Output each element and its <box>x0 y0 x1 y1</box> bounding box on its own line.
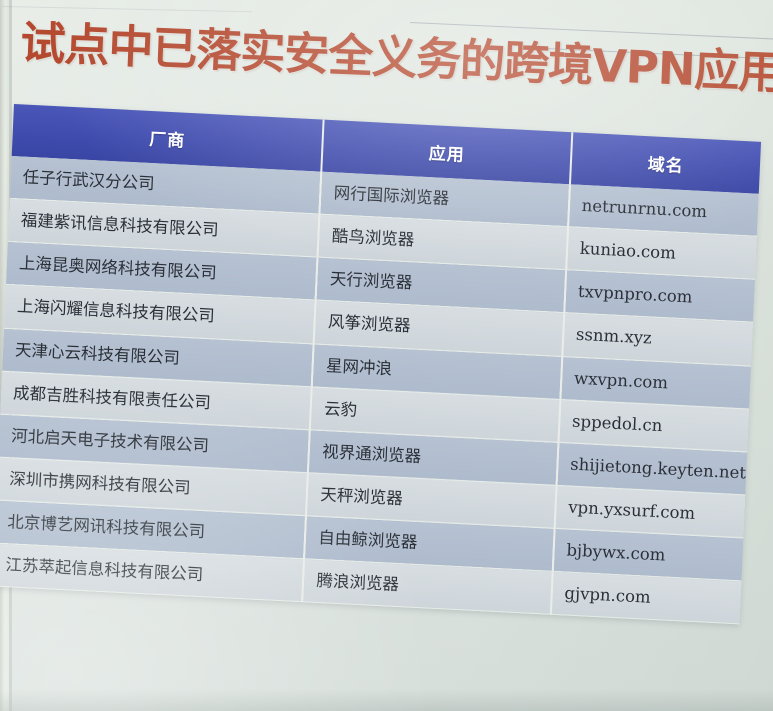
vpn-table: 厂商 应用 域名 任子行武汉分公司 网行国际浏览器 netrunrnu.com 福建紫… <box>0 104 762 625</box>
column-header-domain: 域名 <box>569 132 762 194</box>
cell-domain: gjvpn.com <box>550 571 742 625</box>
screen-bottom-shadow <box>0 689 773 711</box>
vpn-table-container: 厂商 应用 域名 任子行武汉分公司 网行国际浏览器 netrunrnu.com 福建紫… <box>0 104 762 625</box>
table-body: 任子行武汉分公司 网行国际浏览器 netrunrnu.com 福建紫讯信息科技有限公司… <box>0 155 759 625</box>
